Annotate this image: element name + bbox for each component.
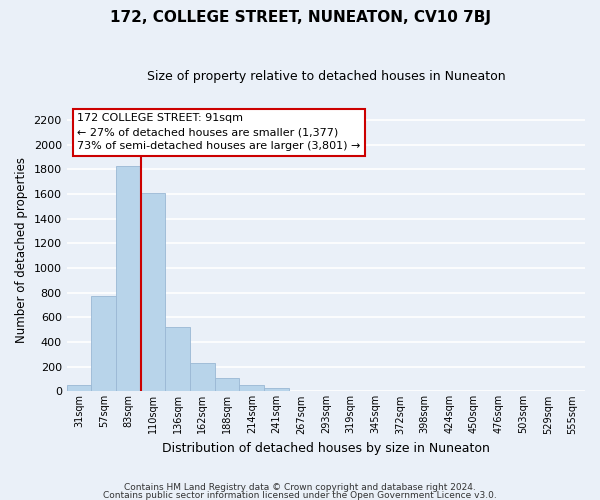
X-axis label: Distribution of detached houses by size in Nuneaton: Distribution of detached houses by size …: [162, 442, 490, 455]
Bar: [166, 328, 190, 392]
Bar: [264, 388, 289, 392]
Text: Contains public sector information licensed under the Open Government Licence v3: Contains public sector information licen…: [103, 491, 497, 500]
Title: Size of property relative to detached houses in Nuneaton: Size of property relative to detached ho…: [146, 70, 505, 83]
Bar: [116, 166, 141, 392]
Bar: [67, 385, 91, 392]
Bar: [190, 363, 215, 392]
Bar: [141, 193, 166, 392]
Y-axis label: Number of detached properties: Number of detached properties: [15, 156, 28, 342]
Text: Contains HM Land Registry data © Crown copyright and database right 2024.: Contains HM Land Registry data © Crown c…: [124, 484, 476, 492]
Bar: [239, 384, 264, 392]
Text: 172 COLLEGE STREET: 91sqm
← 27% of detached houses are smaller (1,377)
73% of se: 172 COLLEGE STREET: 91sqm ← 27% of detac…: [77, 114, 361, 152]
Bar: [91, 296, 116, 392]
Bar: [215, 378, 239, 392]
Text: 172, COLLEGE STREET, NUNEATON, CV10 7BJ: 172, COLLEGE STREET, NUNEATON, CV10 7BJ: [110, 10, 491, 25]
